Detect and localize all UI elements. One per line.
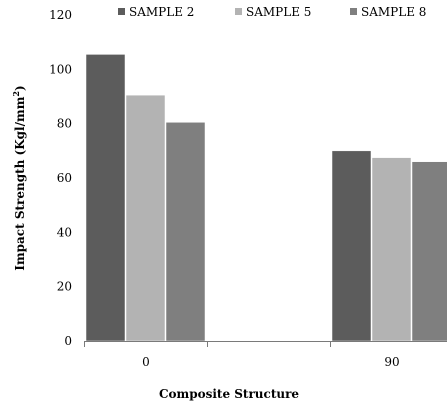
y-axis-title-sup: 2 xyxy=(11,91,21,97)
legend-label-sample-8: SAMPLE 8 xyxy=(361,5,426,19)
bar-sample-2-0 xyxy=(85,54,126,342)
y-tick-label-60: 60 xyxy=(57,171,72,185)
bar-sample-8-0 xyxy=(165,122,206,342)
x-tick-label-0: 0 xyxy=(142,355,150,369)
y-tick-label-80: 80 xyxy=(57,117,72,131)
legend-label-sample-2: SAMPLE 2 xyxy=(129,5,194,19)
bars-group xyxy=(85,54,447,342)
legend-label-sample-5: SAMPLE 5 xyxy=(246,5,311,19)
y-ticks-group: 0 20 40 60 80 100 120 xyxy=(49,8,72,348)
y-tick-label-20: 20 xyxy=(57,280,72,294)
legend: SAMPLE 2 SAMPLE 5 SAMPLE 8 xyxy=(118,5,426,19)
y-tick-label-40: 40 xyxy=(57,225,72,239)
y-axis-title-end: ) xyxy=(13,85,27,91)
y-tick-label-120: 120 xyxy=(49,8,72,22)
bar-sample-8-90 xyxy=(411,161,447,342)
legend-swatch-sample-5 xyxy=(235,8,242,15)
x-tick-label-90: 90 xyxy=(384,355,399,369)
bar-sample-5-0 xyxy=(125,94,166,342)
legend-swatch-sample-2 xyxy=(118,8,125,15)
x-axis-title: Composite Structure xyxy=(159,387,299,401)
y-axis-title: Impact Strength (Kgl/mm2) xyxy=(11,85,27,270)
x-ticks-group: 0 90 xyxy=(84,341,400,369)
y-tick-label-100: 100 xyxy=(49,62,72,76)
y-tick-label-0: 0 xyxy=(64,334,72,348)
bar-sample-2-90 xyxy=(331,150,372,342)
y-axis-title-main: Impact Strength (Kgl/mm xyxy=(13,96,27,270)
bar-sample-5-90 xyxy=(371,157,412,342)
legend-swatch-sample-8 xyxy=(350,8,357,15)
